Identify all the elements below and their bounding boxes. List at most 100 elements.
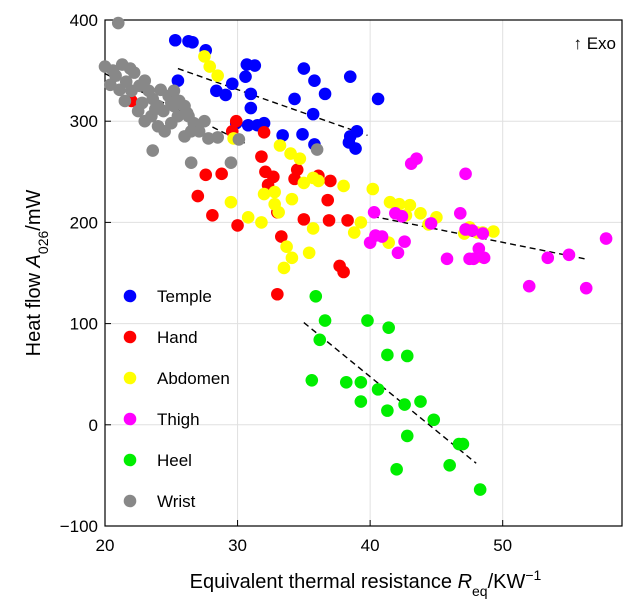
data-point-wrist [167,84,181,98]
data-point-temple [343,70,357,83]
data-point-wrist [211,131,224,144]
data-point-heel [361,314,374,327]
legend-label-abdomen: Abdomen [157,369,230,388]
data-point-abdomen [224,195,238,209]
data-point-hand [321,193,335,207]
data-point-temple [257,116,271,130]
data-point-abdomen [337,179,350,193]
data-point-abdomen [203,60,217,73]
data-point-abdomen [487,225,500,238]
data-point-wrist [104,78,117,92]
data-point-hand [324,174,337,188]
legend-label-heel: Heel [157,451,192,470]
data-point-heel [381,404,394,417]
data-point-abdomen [280,240,293,253]
y-tick-label: 100 [70,315,98,334]
trendlines [104,67,586,464]
data-point-abdomen [306,222,320,235]
data-point-heel [313,333,327,347]
legend: Temple Hand Abdomen Thigh Heel Wrist [123,287,230,511]
data-point-abdomen [285,251,299,265]
exo-annotation: ↑ Exo [573,34,616,53]
data-point-heel [473,483,487,496]
data-point-heel [390,463,403,476]
data-point-heel [309,289,323,303]
data-point-temple [241,118,255,132]
data-point-abdomen [268,185,281,199]
data-point-hand [322,214,336,227]
data-point-heel [443,458,456,472]
series-heel [305,289,487,496]
data-point-temple [171,74,185,88]
data-point-heel [381,348,394,362]
data-point-abdomen [241,211,255,224]
data-point-heel [371,383,385,396]
data-point-temple [371,92,385,106]
data-point-temple [186,35,199,49]
data-point-wrist [111,16,125,30]
data-point-temple [308,74,321,88]
data-point-thigh [398,235,411,248]
axis-ticks: 20 30 40 50 −100 0 100 200 300 400 [60,11,512,555]
trendline [372,215,586,260]
data-point-abdomen [277,261,291,275]
data-point-hand [229,114,243,128]
data-point-wrist [118,94,132,108]
data-point-thigh [459,167,472,181]
series-wrist [98,16,324,169]
data-point-wrist [167,99,181,113]
data-point-abdomen [198,50,211,63]
legend-label-hand: Hand [157,328,198,347]
x-tick-label: 40 [361,536,380,555]
legend-label-wrist: Wrist [157,492,196,511]
y-tick-label: 300 [70,112,98,131]
data-point-thigh [440,252,454,266]
data-point-wrist [154,83,167,97]
data-point-heel [339,375,353,389]
data-point-abdomen [273,139,287,152]
data-point-hand [257,126,271,139]
trendline [177,67,368,137]
legend-label-temple: Temple [157,287,212,306]
data-point-wrist [106,64,120,77]
data-point-temple [296,128,309,141]
series-abdomen [198,50,500,275]
data-point-thigh [391,246,405,260]
data-point-abdomen [354,216,368,229]
data-point-temple [244,87,258,101]
data-point-thigh [410,152,423,165]
data-point-wrist [198,114,211,128]
data-point-temple [219,88,232,102]
y-tick-label: 0 [89,416,98,435]
legend-marker-abdomen [123,371,137,385]
data-point-abdomen [255,216,268,229]
data-point-temple [306,107,320,121]
data-point-heel [305,373,319,387]
data-point-heel [456,437,470,451]
data-point-thigh [472,242,486,256]
data-point-temple [168,33,182,47]
y-tick-label: −100 [60,517,98,536]
data-point-temple [244,101,258,115]
data-point-wrist [127,66,141,79]
legend-marker-hand [123,330,137,344]
data-point-hand [255,150,268,163]
data-point-heel [398,398,411,411]
data-point-heel [427,413,441,427]
data-point-hand [290,163,304,177]
data-point-hand [275,230,288,243]
data-point-abdomen [257,187,271,201]
data-point-hand [215,167,228,181]
data-point-temple [248,59,262,72]
data-point-wrist [180,106,194,120]
legend-marker-temple [123,289,137,303]
series-hand [125,94,354,301]
data-point-thigh [375,230,389,243]
data-point-abdomen [284,147,297,160]
data-point-thigh [363,236,377,249]
data-point-hand [231,219,244,232]
legend-marker-heel [123,453,137,467]
data-point-thigh [367,205,381,219]
data-point-abdomen [285,192,299,206]
data-point-abdomen [293,152,307,165]
